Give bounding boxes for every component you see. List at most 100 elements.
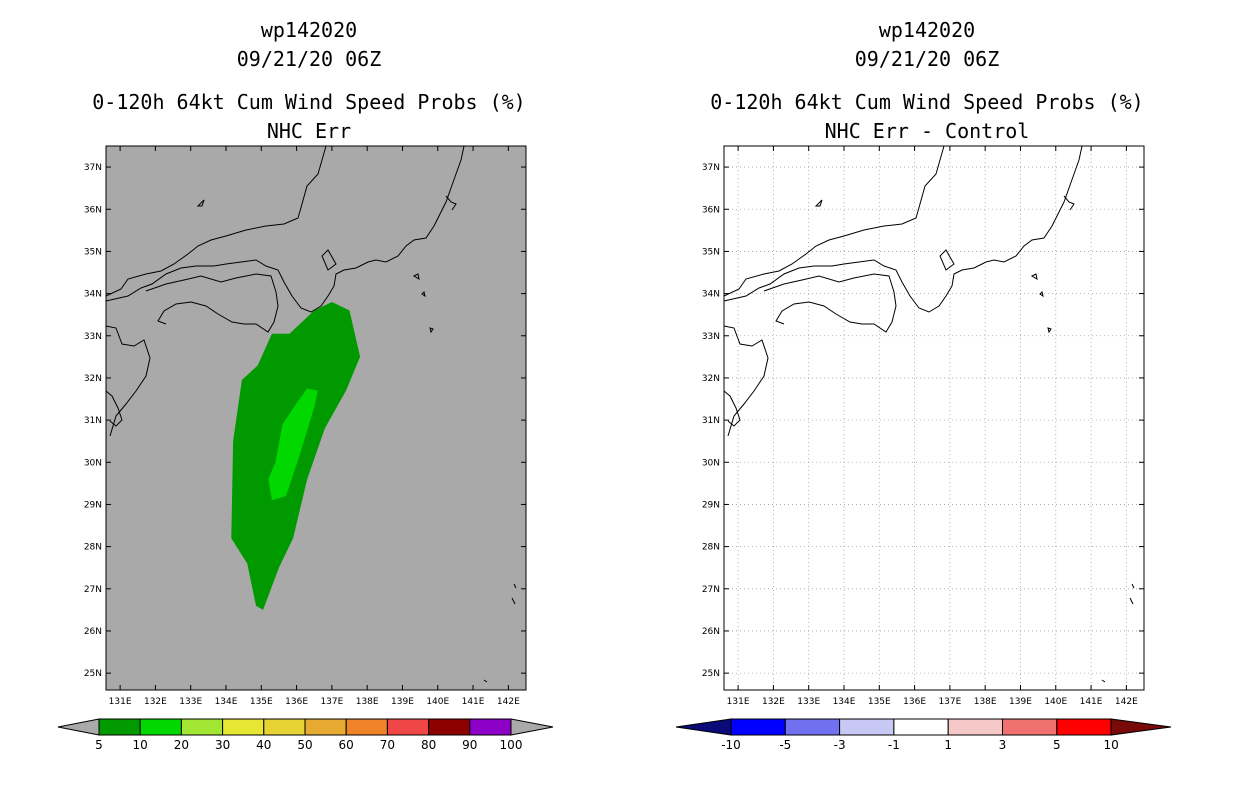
colorbar-label: 1 <box>944 738 952 752</box>
left-product-title: 0-120h 64kt Cum Wind Speed Probs (%) <box>92 90 525 114</box>
lon-label: 139E <box>1009 697 1032 707</box>
colorbar-segment <box>428 718 471 736</box>
colorbar-segment <box>263 718 306 736</box>
coastline <box>723 390 741 427</box>
lat-label: 34N <box>84 290 102 300</box>
lat-label: 37N <box>84 163 102 173</box>
lat-label: 32N <box>702 374 720 384</box>
lat-label: 25N <box>702 669 720 679</box>
lon-label: 142E <box>1115 697 1138 707</box>
colorbar-label: 40 <box>256 738 271 752</box>
right-colorbar: -10 -5 -3 -1 1 3 5 10 <box>675 718 1172 752</box>
colorbar-segment <box>893 718 949 736</box>
lat-label: 28N <box>702 543 720 553</box>
colorbar-label: -3 <box>834 738 846 752</box>
lat-label: 26N <box>702 627 720 637</box>
right-map-frame <box>723 145 1145 691</box>
coastline <box>105 145 327 297</box>
coastline <box>105 390 123 427</box>
coastline <box>196 199 205 207</box>
coastline <box>1101 679 1106 683</box>
colorbar-segment <box>1056 718 1112 736</box>
colorbar-segment <box>947 718 1004 736</box>
coastline <box>1129 583 1135 605</box>
coastline <box>483 679 488 683</box>
lon-label: 131E <box>727 697 750 707</box>
coastline <box>429 327 434 334</box>
colorbar-label: 90 <box>462 738 477 752</box>
colorbar-label: 3 <box>999 738 1007 752</box>
colorbar-label: 20 <box>174 738 189 752</box>
colorbar-label: 30 <box>215 738 230 752</box>
coastline <box>412 273 420 281</box>
lon-label: 136E <box>285 697 308 707</box>
coastline <box>723 325 769 437</box>
right-coastlines <box>723 145 1135 683</box>
colorbar-label: -5 <box>779 738 791 752</box>
coastline <box>723 145 945 297</box>
colorbar-label: -10 <box>721 738 741 752</box>
left-panel: wp142020 09/21/20 06Z 0-120h 64kt Cum Wi… <box>57 18 554 752</box>
coastline <box>763 273 897 333</box>
colorbar-segment <box>1002 718 1058 736</box>
lon-label: 132E <box>144 697 167 707</box>
coastline <box>1030 273 1038 281</box>
right-product-title: 0-120h 64kt Cum Wind Speed Probs (%) <box>710 90 1143 114</box>
left-probability-field <box>231 302 361 610</box>
coastline <box>1063 195 1075 211</box>
colorbar-segment <box>304 718 347 736</box>
lat-label: 35N <box>702 247 720 257</box>
lat-label: 25N <box>84 669 102 679</box>
colorbar-label: 80 <box>421 738 436 752</box>
left-lat-axis: 37N 36N 35N 34N 33N 32N 31N 30N 29N 28N 27N 26N 25N <box>84 163 526 679</box>
colorbar-segment <box>386 718 430 736</box>
right-lat-axis: 37N 36N 35N 34N 33N 32N 31N 30N 29N 28N 27N 26N 25N <box>702 163 1144 679</box>
coastline <box>321 249 337 271</box>
lat-label: 32N <box>84 374 102 384</box>
coastline <box>814 199 823 207</box>
colorbar-segment <box>345 718 388 736</box>
coastline <box>723 145 1083 313</box>
coastline <box>105 325 151 437</box>
colorbar-segment <box>180 718 224 736</box>
right-gridlines <box>724 146 1144 690</box>
coastline <box>105 145 465 313</box>
lon-label: 140E <box>1044 697 1067 707</box>
colorbar-label: 10 <box>1103 738 1118 752</box>
coastline <box>1039 291 1044 298</box>
colorbar-label: -1 <box>888 738 900 752</box>
lon-label: 140E <box>426 697 449 707</box>
left-datetime: 09/21/20 06Z <box>237 47 382 71</box>
left-colorbar: 5 10 20 30 40 50 60 70 80 90 100 <box>57 718 554 752</box>
colorbar-segment <box>839 718 895 736</box>
lat-label: 30N <box>702 458 720 468</box>
right-storm-id: wp142020 <box>879 18 975 42</box>
lon-label: 135E <box>868 697 891 707</box>
right-map-background <box>724 146 1144 690</box>
lon-label: 133E <box>797 697 820 707</box>
coastline <box>421 291 426 298</box>
coastline <box>1047 327 1052 334</box>
lon-label: 136E <box>903 697 926 707</box>
left-lon-axis: 131E 132E 133E 134E 135E 136E 137E 138E 139E 140E… <box>109 146 520 707</box>
lat-label: 27N <box>84 585 102 595</box>
colorbar-label: 5 <box>95 738 103 752</box>
left-storm-id: wp142020 <box>261 18 357 42</box>
colorbar-high-arrow <box>1110 718 1172 736</box>
colorbar-low-arrow <box>57 718 100 736</box>
lon-label: 141E <box>1080 697 1103 707</box>
lat-label: 28N <box>84 543 102 553</box>
coastline <box>445 195 457 211</box>
colorbar-segment <box>730 718 786 736</box>
right-subtitle: NHC Err - Control <box>825 119 1030 143</box>
right-datetime: 09/21/20 06Z <box>855 47 1000 71</box>
colorbar-label: 5 <box>1053 738 1061 752</box>
colorbar-segment <box>222 718 265 736</box>
lon-label: 131E <box>109 697 132 707</box>
right-lon-axis: 131E 132E 133E 134E 135E 136E 137E 138E 139E 140E… <box>727 146 1138 707</box>
colorbar-high-arrow <box>510 718 554 736</box>
right-panel: wp142020 09/21/20 06Z 0-120h 64kt Cum Wi… <box>675 18 1172 752</box>
lat-label: 34N <box>702 290 720 300</box>
lat-label: 35N <box>84 247 102 257</box>
